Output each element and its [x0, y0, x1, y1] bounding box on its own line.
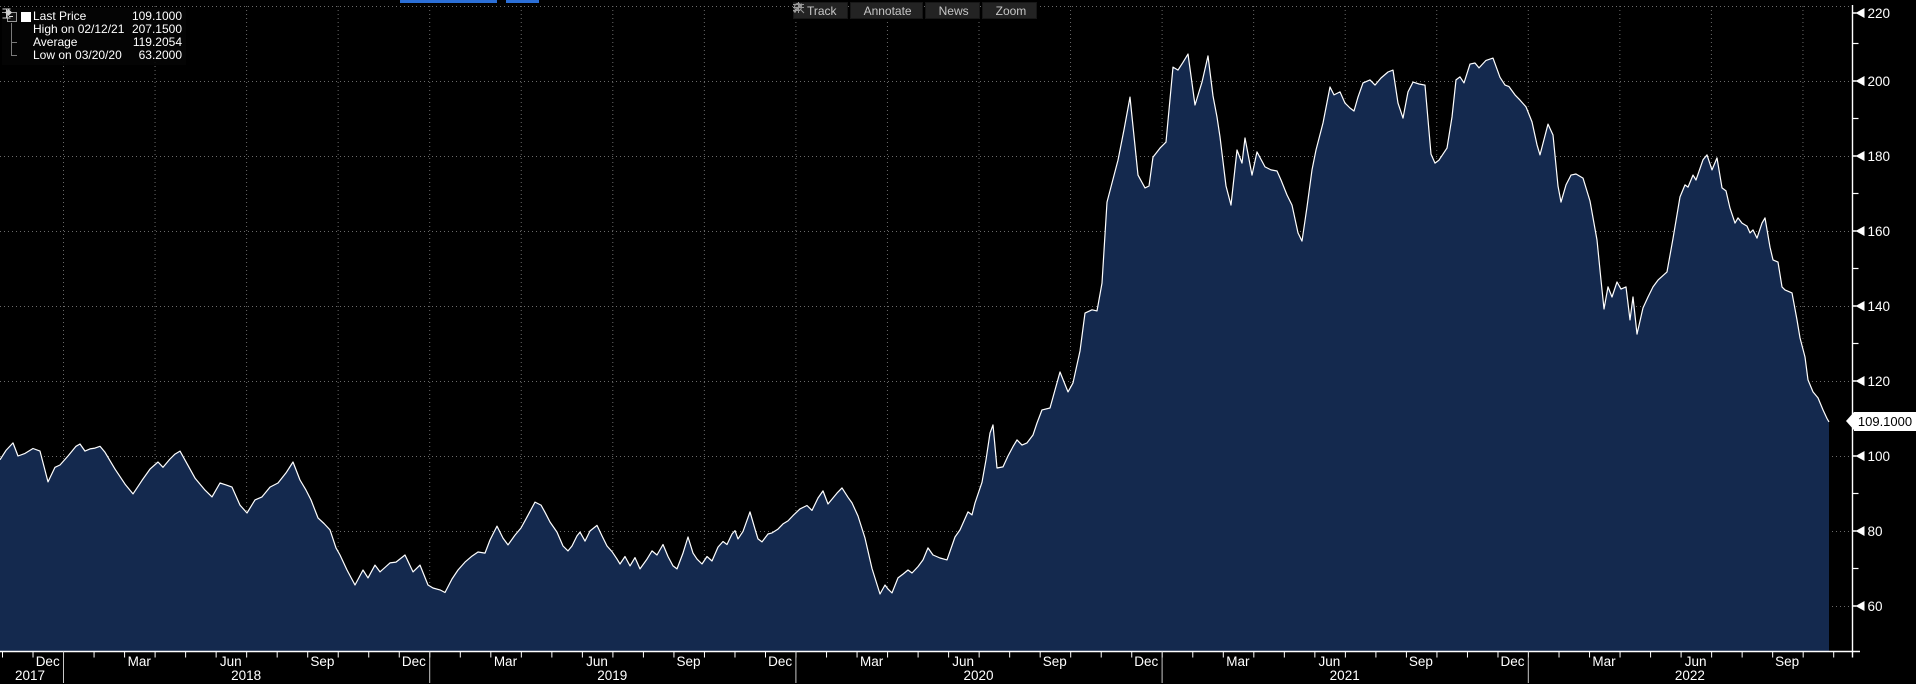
x-axis-month-label: Mar — [128, 654, 152, 669]
track-button[interactable]: Track — [793, 2, 848, 19]
axis-labels: 220 200 180 160 140 120 100 80 60 Dec Mar Jun Sep Dec… — [15, 6, 1890, 683]
x-axis-year-label: 2022 — [1675, 668, 1705, 683]
legend-row-low[interactable]: Low on 03/20/20 63.2000 — [2, 9, 182, 62]
legend-row-last-price[interactable]: Last Price 109.1000 — [6, 10, 182, 23]
top-accent-strip — [400, 0, 497, 3]
x-axis-month-label: Mar — [1226, 654, 1250, 669]
annotate-button[interactable]: Annotate — [793, 2, 923, 19]
y-tick-arrow-icon — [1855, 526, 1865, 536]
y-tick-arrow-icon — [1855, 451, 1865, 461]
legend-value: 63.2000 — [138, 48, 182, 62]
last-price-tag-value: 109.1000 — [1857, 414, 1913, 430]
legend-label: Low on 03/20/20 — [33, 48, 122, 62]
x-axis-year-label: 2019 — [597, 668, 627, 683]
x-axis-year-label: 2017 — [15, 668, 45, 683]
y-axis-label: 180 — [1868, 149, 1891, 164]
x-axis-month-label: Dec — [768, 654, 792, 669]
x-axis-month-label: Jun — [952, 654, 974, 669]
y-axis-label: 140 — [1868, 299, 1891, 314]
chart-toolbar: Track Annotate News Zoom — [793, 2, 1039, 19]
x-axis-month-label: Jun — [1685, 654, 1707, 669]
price-line — [0, 53, 1830, 595]
news-button-label: News — [938, 3, 969, 18]
y-axis-label: 120 — [1868, 374, 1891, 389]
legend-value: 109.1000 — [131, 9, 182, 23]
x-axis-year-label: 2018 — [231, 668, 261, 683]
legend-row-average[interactable]: Average 119.2054 — [2, 8, 182, 49]
x-axis-month-label: Dec — [36, 654, 60, 669]
x-axis-month-label: Mar — [1592, 654, 1616, 669]
series-swatch — [20, 11, 31, 22]
x-axis-month-label: Mar — [860, 654, 884, 669]
zoom-button[interactable]: Zoom — [794, 2, 1038, 19]
last-price-tag: 109.1000 — [1846, 412, 1916, 432]
top-accent-strip — [506, 0, 539, 3]
legend-value: 207.1500 — [131, 22, 182, 36]
x-axis-month-label: Jun — [586, 654, 608, 669]
x-axis-month-label: Sep — [1409, 654, 1433, 669]
y-tick-arrow-icon — [1855, 76, 1865, 86]
track-button-label: Track — [807, 3, 837, 18]
x-axis-month-label: Sep — [677, 654, 701, 669]
y-axis-label: 80 — [1868, 524, 1883, 539]
legend-label: High on 02/12/21 — [33, 22, 125, 36]
y-axis-label: 60 — [1868, 599, 1883, 614]
news-button[interactable]: News — [793, 2, 980, 19]
annotate-button-label: Annotate — [863, 3, 912, 18]
x-axis-month-label: Dec — [1500, 654, 1524, 669]
y-tick-arrow-icon — [1855, 301, 1865, 311]
x-axis-month-label: Sep — [1775, 654, 1799, 669]
y-axis-label: 160 — [1868, 224, 1891, 239]
legend: Last Price 109.1000 High on 02/12/21 207… — [2, 8, 186, 65]
axes — [0, 5, 1865, 683]
x-axis-year-label: 2021 — [1330, 668, 1360, 683]
x-axis-month-label: Sep — [310, 654, 334, 669]
x-axis-month-label: Jun — [1319, 654, 1341, 669]
x-axis-month-label: Mar — [494, 654, 518, 669]
y-tick-arrow-icon — [1855, 376, 1865, 386]
y-tick-arrow-icon — [1855, 601, 1865, 611]
legend-label: Last Price — [33, 9, 87, 23]
legend-value: 119.2054 — [132, 35, 182, 49]
x-axis-month-label: Jun — [220, 654, 242, 669]
y-axis-label: 200 — [1868, 74, 1891, 89]
area-fill — [0, 54, 1829, 652]
legend-row-high[interactable]: High on 02/12/21 207.1500 — [2, 8, 182, 36]
x-axis-month-label: Dec — [402, 654, 426, 669]
y-axis-label: 100 — [1868, 449, 1891, 464]
zoom-button-label: Zoom — [995, 3, 1027, 18]
x-axis-year-label: 2020 — [963, 668, 993, 683]
price-area-series — [0, 53, 1830, 652]
x-axis-month-label: Dec — [1134, 654, 1158, 669]
y-tick-arrow-icon — [1855, 8, 1865, 18]
x-axis-month-label: Sep — [1043, 654, 1067, 669]
legend-label: Average — [33, 35, 78, 49]
y-axis-label: 220 — [1868, 6, 1891, 21]
y-tick-arrow-icon — [1855, 151, 1865, 161]
y-tick-arrow-icon — [1855, 226, 1865, 236]
